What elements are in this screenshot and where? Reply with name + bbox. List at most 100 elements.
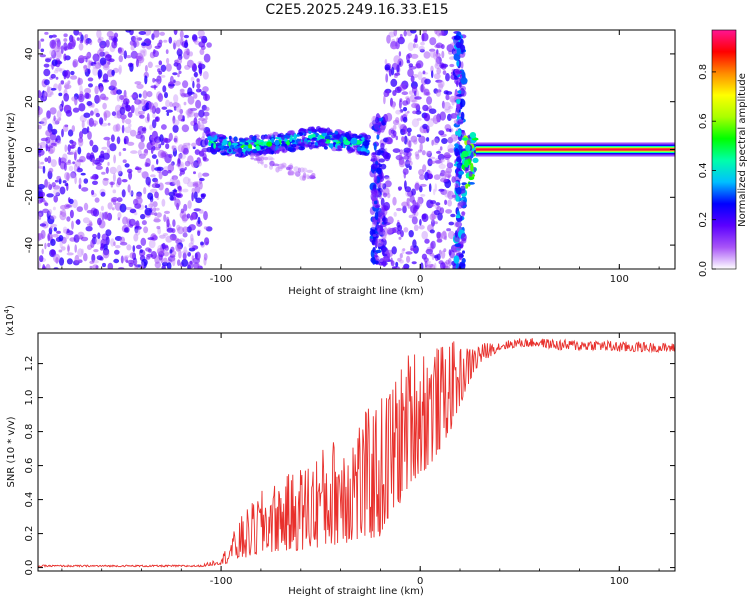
spectrogram-cell [413, 38, 418, 43]
spectrogram-cell [59, 186, 66, 195]
spectrogram-cell [173, 106, 177, 111]
spectrogram-cell [148, 239, 156, 249]
spectrogram-cell [154, 116, 159, 122]
spectrogram-cell [122, 216, 128, 225]
spectrogram-cell [420, 41, 425, 46]
spectrogram-cell [94, 197, 100, 203]
snr-ytick-label: 0.8 [24, 424, 35, 440]
spectrogram-cell [260, 134, 266, 140]
spectrogram-cell [429, 108, 437, 114]
spectrogram-cell [41, 248, 44, 255]
spectrogram-cell [163, 214, 167, 223]
spectrogram-cell [76, 37, 80, 41]
spectrogram-cell [59, 106, 64, 112]
spectrogram-cell [400, 115, 404, 122]
spectrogram-cell [468, 182, 475, 185]
spectrogram-cell [307, 141, 312, 148]
spectrogram-cell [403, 171, 406, 179]
spectrogram-cell [83, 112, 91, 118]
spectrogram-cell [73, 30, 80, 36]
spectrogram-cell [372, 115, 376, 123]
spectrogram-cell [235, 153, 239, 157]
colorbar-ticks: 0.0 0.2 0.4 0.6 0.8 [698, 64, 716, 277]
spectrogram-cell [405, 251, 413, 255]
spectrogram-cell [382, 151, 389, 160]
spectrogram-ytick-label: -20 [24, 189, 35, 205]
spectrogram-cell [53, 227, 57, 232]
spectrogram-cell [134, 81, 142, 85]
spectrogram-cell [392, 119, 400, 126]
spectrogram-cell [182, 80, 189, 89]
spectrogram-cell [61, 100, 64, 108]
spectrogram-cell [413, 43, 416, 49]
spectrogram-cell [403, 161, 411, 165]
spectrogram-cell [173, 94, 179, 103]
spectrogram-cell [110, 79, 117, 88]
spectrogram-cell [43, 92, 46, 100]
spectrogram-cell [143, 148, 149, 156]
spectrogram-cell [422, 70, 426, 75]
spectrogram-cell [460, 89, 467, 97]
spectrogram-cell [69, 209, 74, 219]
spectrogram-cell [39, 255, 44, 263]
spectrogram-cell [155, 107, 161, 114]
spectrogram-cell [394, 72, 401, 76]
spectrogram-cell [67, 151, 74, 155]
spectrogram-cell [116, 89, 122, 95]
spectrogram-cell [175, 103, 182, 113]
spectrogram-cell [199, 177, 205, 182]
spectrogram-cell [468, 171, 473, 177]
spectrogram-cell [399, 253, 403, 259]
spectrogram-cell [141, 171, 145, 176]
spectrogram-cell [166, 57, 170, 65]
spectrogram-cell [125, 30, 131, 33]
spectrogram-cell [250, 157, 254, 160]
spectrogram-cell [143, 48, 147, 57]
spectrogram-cell [184, 48, 190, 54]
spectrogram-cell [397, 224, 403, 232]
snr-exponent: (x104) [3, 305, 16, 336]
spectrogram-cell [384, 175, 390, 179]
spectrogram-cell [203, 252, 208, 261]
spectrogram-cell [344, 131, 350, 138]
spectrogram-cell [128, 171, 133, 180]
spectrogram-cell [99, 85, 103, 93]
spectrogram-cell [339, 137, 344, 143]
spectrogram-cell [287, 170, 294, 176]
spectrogram-cell [141, 261, 145, 268]
spectrogram-cell [398, 159, 406, 168]
spectrogram-cell [434, 136, 440, 144]
snr-panel: -100 0 100 0.0 0.2 0.4 0.6 0.8 1.0 1.2 Height of … [3, 305, 676, 597]
spectrogram-cell [454, 182, 460, 189]
spectrogram-cell [406, 151, 412, 157]
spectrogram-cell [373, 122, 380, 130]
spectrogram-cell [88, 220, 93, 226]
spectrogram-cell [409, 94, 417, 103]
colorbar-tick-label: 0.4 [698, 162, 709, 178]
spectrogram-cell [85, 57, 88, 63]
spectrogram-cell [458, 170, 465, 175]
spectrogram-cell [111, 111, 117, 117]
spectrogram-cell [103, 243, 108, 251]
spectrogram-cell [129, 252, 136, 259]
spectrogram-cell [248, 144, 253, 150]
spectrogram-cell [275, 149, 280, 154]
spectrogram-cell [438, 188, 445, 192]
spectrogram-cell [429, 213, 436, 221]
spectrogram-cell [280, 165, 287, 169]
spectrogram-cell [388, 68, 392, 77]
spectrogram-cell [145, 247, 151, 252]
spectrogram-cell [426, 96, 433, 105]
spectrogram-cell [53, 195, 58, 203]
spectrogram-cell [152, 112, 156, 119]
spectrogram-cell [405, 96, 410, 100]
spectrogram-cell [323, 146, 328, 150]
spectrogram-cell [144, 207, 152, 216]
spectrogram-cell [392, 148, 401, 154]
spectrogram-cell [172, 40, 177, 50]
spectrogram-cell [183, 41, 189, 49]
spectrogram-cell [411, 99, 418, 103]
spectrogram-cell [380, 142, 385, 150]
spectrogram-cell [91, 189, 95, 196]
colorbar-tick-label: 0.0 [698, 261, 709, 277]
